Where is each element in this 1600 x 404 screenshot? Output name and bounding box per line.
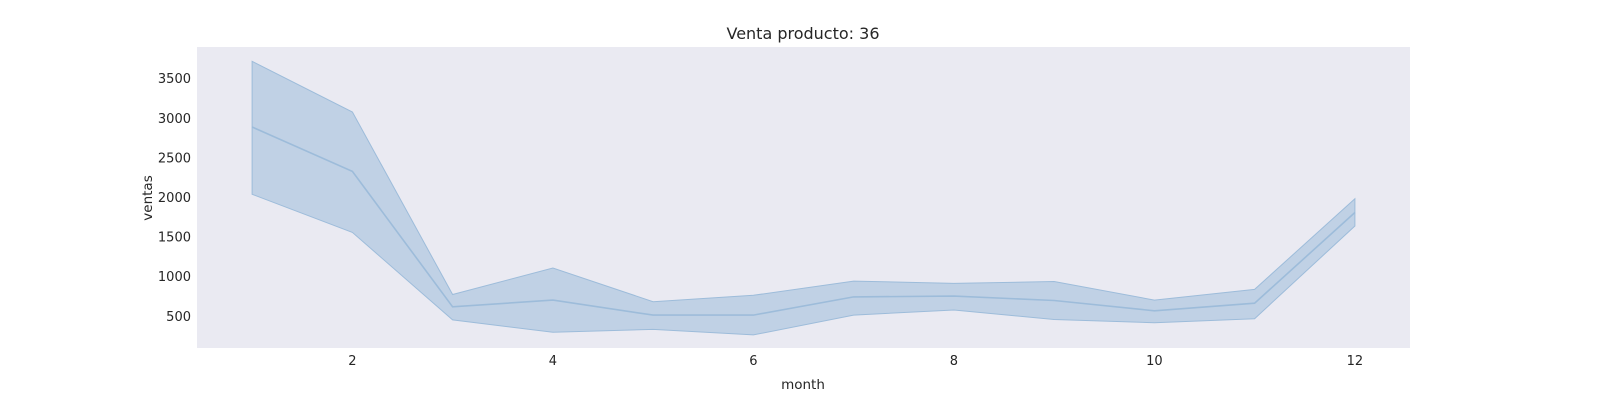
y-tick-label: 3500: [158, 72, 191, 87]
y-tick-labels: 500 1000 1500 2000 2500 3000 3500: [158, 72, 191, 325]
x-tick-label: 2: [348, 354, 356, 369]
y-tick-label: 2500: [158, 151, 191, 166]
series-line-layer: [251, 126, 1356, 316]
chart-title: Venta producto: 36: [726, 24, 879, 43]
y-tick-label: 2000: [158, 191, 191, 206]
confidence-band-layer: [251, 60, 1356, 336]
y-tick-label: 500: [166, 310, 191, 325]
x-tick-label: 12: [1347, 354, 1364, 369]
x-tick-label: 8: [950, 354, 958, 369]
x-tick-label: 6: [749, 354, 757, 369]
y-tick-label: 3000: [158, 112, 191, 127]
confidence-band: [251, 60, 1356, 336]
x-tick-labels: 2 4 6 8 10 12: [348, 354, 1363, 369]
x-tick-label: 4: [549, 354, 557, 369]
y-tick-label: 1000: [158, 270, 191, 285]
x-axis-label: month: [781, 377, 825, 393]
series-line: [251, 126, 1356, 316]
y-axis-label: ventas: [140, 175, 156, 220]
x-tick-label: 10: [1146, 354, 1163, 369]
y-tick-label: 1500: [158, 231, 191, 246]
